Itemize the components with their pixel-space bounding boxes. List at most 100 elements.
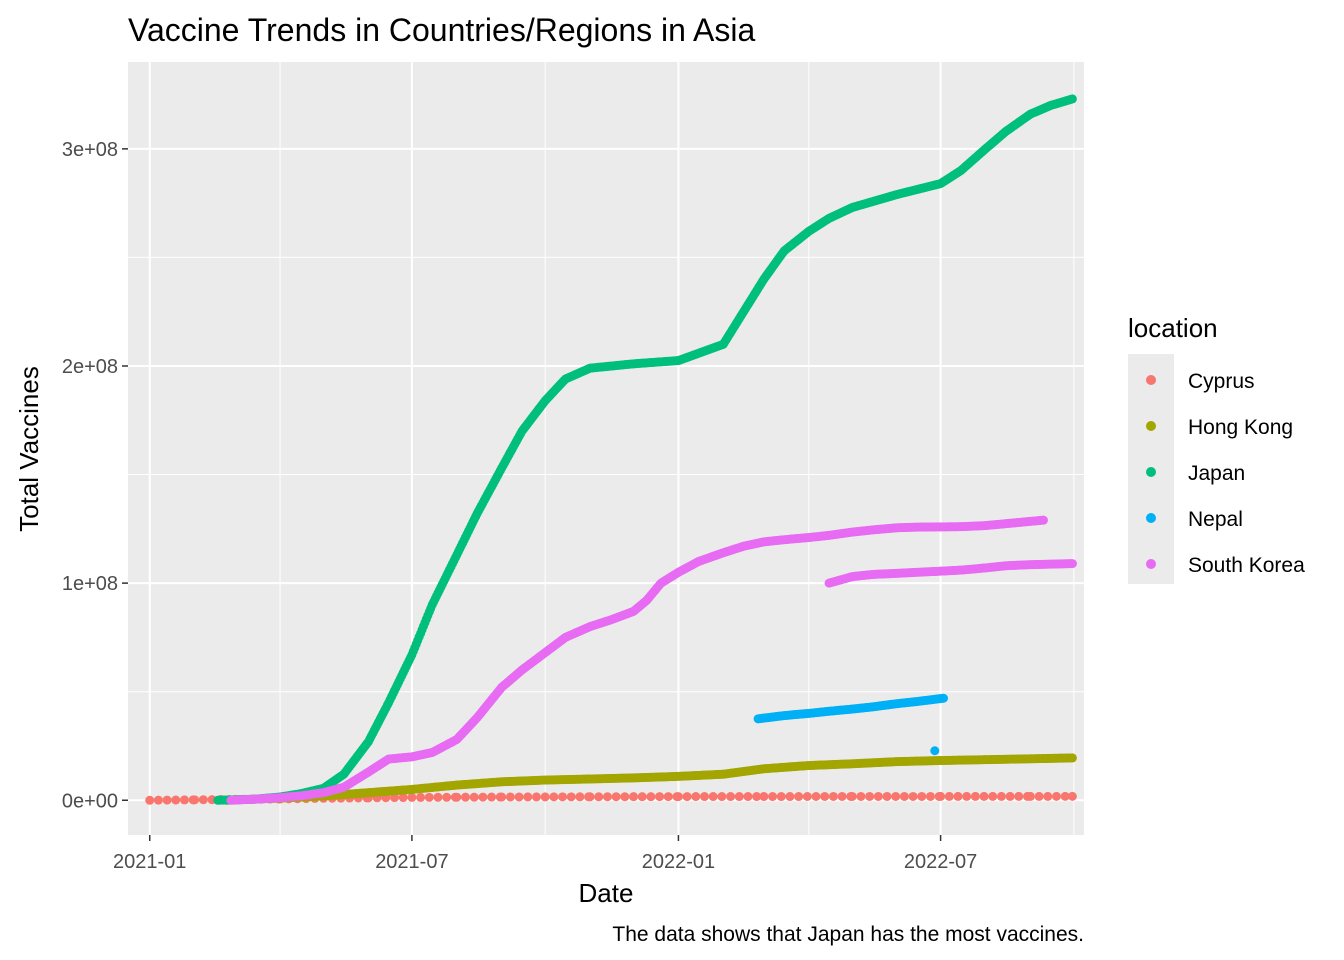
point-cyprus <box>726 792 736 802</box>
point-cyprus <box>407 792 417 802</box>
data-points <box>145 94 1077 805</box>
x-tick-label: 2021-01 <box>113 851 186 873</box>
y-tick-label: 2e+08 <box>62 356 118 378</box>
x-tick-label: 2022-07 <box>904 851 977 873</box>
point-cyprus <box>828 791 838 801</box>
point-cyprus <box>505 792 515 802</box>
point-cyprus <box>1060 791 1070 801</box>
point-cyprus <box>531 792 541 802</box>
point-cyprus <box>743 792 753 802</box>
point-cyprus <box>891 791 901 801</box>
point-cyprus <box>944 791 954 801</box>
legend-label: Nepal <box>1188 508 1243 531</box>
point-nepal <box>938 693 948 703</box>
point-cyprus <box>1025 791 1035 801</box>
point-cyprus <box>1051 791 1061 801</box>
point-cyprus <box>1034 791 1044 801</box>
legend-label: Hong Kong <box>1188 416 1293 439</box>
y-axis-title: Total Vaccines <box>14 366 44 532</box>
point-cyprus <box>487 792 497 802</box>
point-cyprus <box>162 795 172 805</box>
x-axis-title: Date <box>579 878 634 908</box>
legend-key-cyprus <box>1146 375 1156 385</box>
y-tick-label: 3e+08 <box>62 139 118 161</box>
point-cyprus <box>837 791 847 801</box>
point-cyprus <box>611 792 621 802</box>
legend-key-japan <box>1146 467 1156 477</box>
point-cyprus <box>988 791 998 801</box>
point-cyprus <box>873 791 883 801</box>
point-cyprus <box>717 792 727 802</box>
point-cyprus <box>1005 791 1015 801</box>
legend-key-nepal <box>1146 513 1156 523</box>
point-cyprus <box>936 791 946 801</box>
point-cyprus <box>452 792 462 802</box>
point-cyprus <box>734 792 744 802</box>
point-cyprus <box>398 793 408 803</box>
legend-key-south-korea <box>1146 559 1156 569</box>
point-cyprus <box>171 795 181 805</box>
legend-label: Japan <box>1188 462 1245 485</box>
point-cyprus <box>585 792 595 802</box>
point-cyprus <box>497 792 507 802</box>
point-cyprus <box>847 791 857 801</box>
point-cyprus <box>1067 791 1077 801</box>
series-south-korea <box>226 515 1077 805</box>
point-cyprus <box>478 792 488 802</box>
y-tick-label: 1e+08 <box>62 573 118 595</box>
point-cyprus <box>882 791 892 801</box>
point-cyprus <box>424 792 434 802</box>
chart-title: Vaccine Trends in Countries/Regions in A… <box>128 12 756 48</box>
point-cyprus <box>514 792 524 802</box>
point-cyprus <box>856 791 866 801</box>
point-south-korea <box>1038 515 1048 525</box>
point-cyprus <box>802 792 812 802</box>
point-cyprus <box>979 791 989 801</box>
point-cyprus <box>759 792 769 802</box>
point-cyprus <box>673 792 683 802</box>
point-cyprus <box>953 791 963 801</box>
point-cyprus <box>794 792 804 802</box>
point-nepal <box>930 746 940 756</box>
point-south-korea <box>1067 559 1077 569</box>
series-nepal <box>753 693 948 756</box>
point-cyprus <box>469 792 479 802</box>
point-cyprus <box>620 792 630 802</box>
point-cyprus <box>899 791 909 801</box>
point-cyprus <box>699 792 709 802</box>
point-cyprus <box>908 791 918 801</box>
point-cyprus <box>629 792 639 802</box>
point-cyprus <box>637 792 647 802</box>
point-cyprus <box>752 792 762 802</box>
point-cyprus <box>558 792 568 802</box>
point-cyprus <box>691 792 701 802</box>
point-cyprus <box>708 792 718 802</box>
point-cyprus <box>1014 791 1024 801</box>
point-cyprus <box>925 791 935 801</box>
legend-label: Cyprus <box>1188 370 1255 393</box>
x-tick-label: 2021-07 <box>375 851 448 873</box>
point-cyprus <box>540 792 550 802</box>
point-cyprus <box>575 792 585 802</box>
point-cyprus <box>970 791 980 801</box>
point-cyprus <box>190 795 200 805</box>
point-cyprus <box>145 795 155 805</box>
point-cyprus <box>682 792 692 802</box>
point-cyprus <box>416 792 426 802</box>
point-cyprus <box>179 795 189 805</box>
point-cyprus <box>594 792 604 802</box>
caption: The data shows that Japan has the most v… <box>612 923 1084 946</box>
point-cyprus <box>549 792 559 802</box>
point-cyprus <box>460 792 470 802</box>
point-cyprus <box>962 791 972 801</box>
point-cyprus <box>785 792 795 802</box>
point-cyprus <box>1043 791 1053 801</box>
point-cyprus <box>655 792 665 802</box>
point-cyprus <box>917 791 927 801</box>
point-cyprus <box>776 792 786 802</box>
legend-key-hong-kong <box>1146 421 1156 431</box>
legend-title: location <box>1128 313 1218 343</box>
point-cyprus <box>602 792 612 802</box>
series-cyprus <box>145 791 1077 805</box>
